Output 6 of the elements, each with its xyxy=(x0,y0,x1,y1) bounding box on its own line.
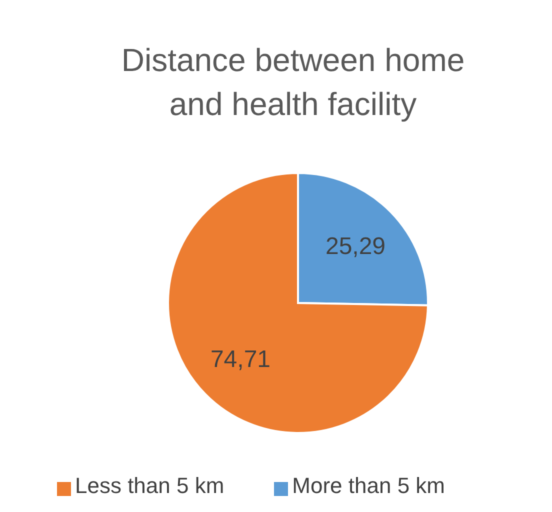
data-label: 25,29 xyxy=(325,233,386,260)
legend-label: More than 5 km xyxy=(292,473,446,498)
chart-title: Distance between home and health facility xyxy=(120,41,466,124)
data-label: 74,71 xyxy=(210,346,271,373)
pie-slice xyxy=(167,172,429,434)
legend-label: Less than 5 km xyxy=(74,473,224,498)
